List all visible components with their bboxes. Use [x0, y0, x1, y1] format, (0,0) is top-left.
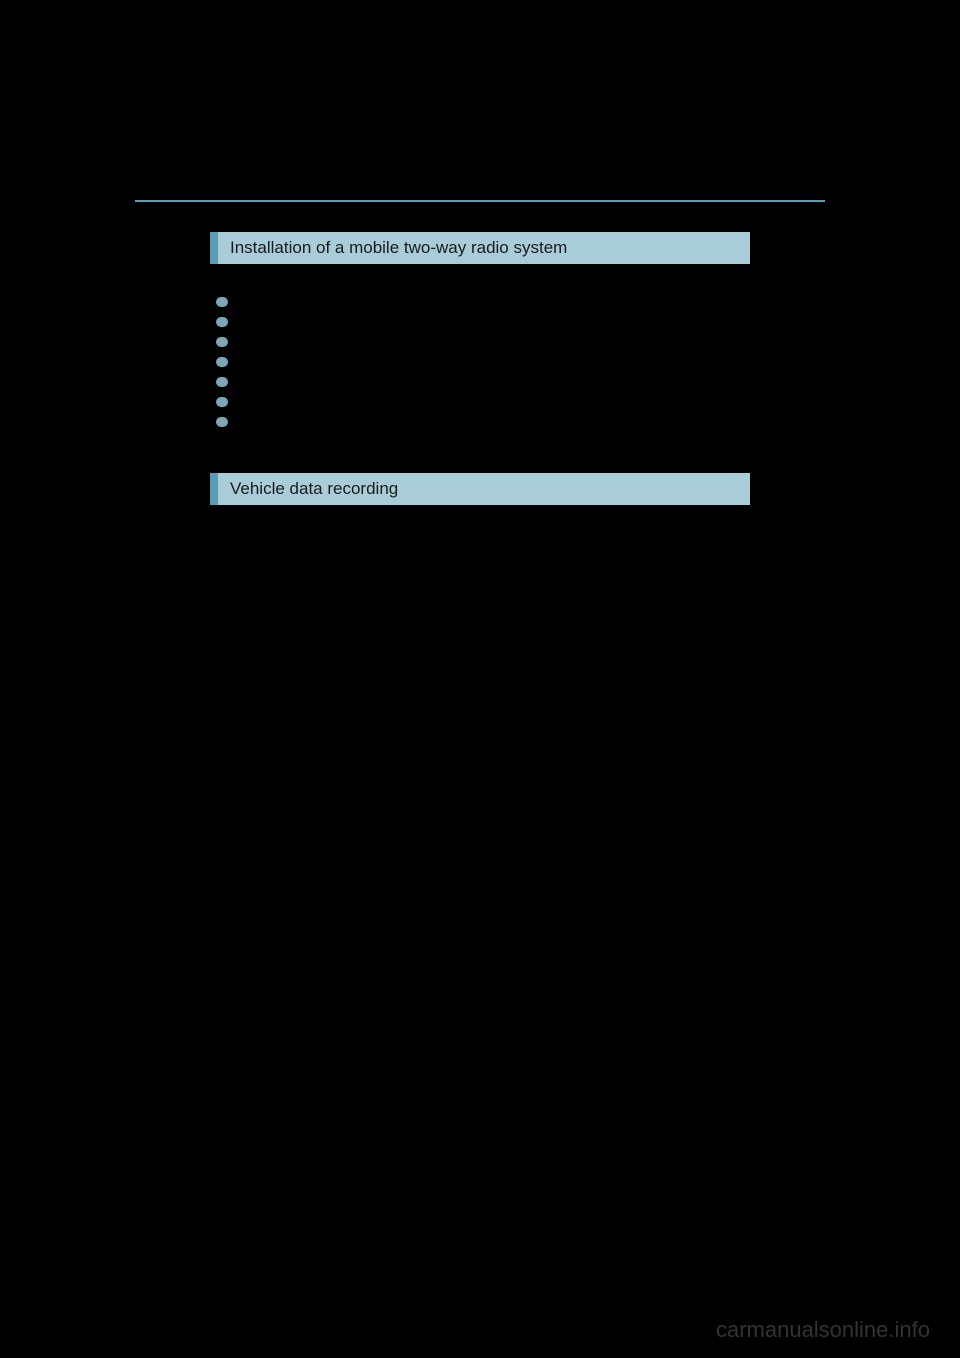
bullet-list [210, 294, 750, 428]
section-header-installation: Installation of a mobile two-way radio s… [210, 232, 750, 264]
bullet-item [240, 414, 750, 428]
page-divider [135, 200, 825, 202]
bullet-item [240, 334, 750, 348]
header-accent [210, 473, 218, 505]
section-title: Vehicle data recording [218, 473, 750, 505]
bullet-item [240, 294, 750, 308]
section-title: Installation of a mobile two-way radio s… [218, 232, 750, 264]
installation-content [210, 294, 750, 428]
bullet-item [240, 354, 750, 368]
watermark-text: carmanualsonline.info [716, 1317, 930, 1343]
bullet-item [240, 374, 750, 388]
bullet-item [240, 394, 750, 408]
section-header-vehicle-data: Vehicle data recording [210, 473, 750, 505]
bullet-item [240, 314, 750, 328]
header-accent [210, 232, 218, 264]
